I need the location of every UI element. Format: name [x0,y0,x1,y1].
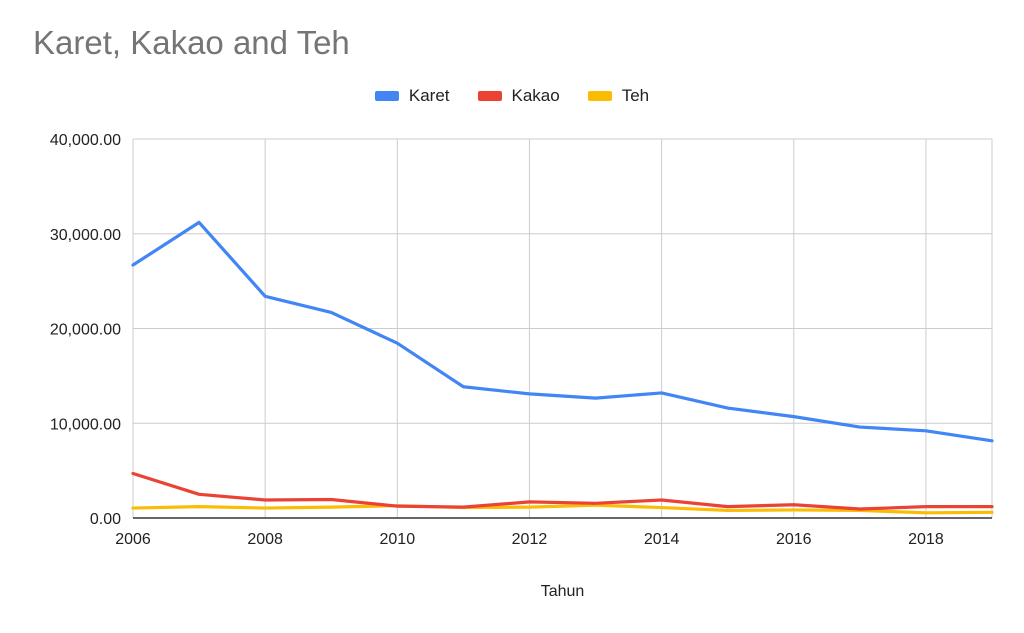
legend-item-teh: Teh [587,86,650,106]
x-tick-label: 2006 [115,531,151,548]
x-tick-label: 2018 [908,531,944,548]
legend-label: Karet [408,86,450,105]
chart-title: Karet, Kakao and Teh [33,24,350,61]
y-tick-label: 20,000.00 [50,322,121,339]
x-tick-label: 2010 [380,531,416,548]
legend-label: Kakao [511,86,560,105]
y-tick-label: 40,000.00 [50,132,121,149]
series-line-kakao [131,471,994,511]
x-tick-label: 2012 [512,531,548,548]
y-tick-label: 0.00 [90,511,121,528]
legend-label: Teh [621,86,650,105]
y-tick-label: 30,000.00 [50,227,121,244]
legend: Karet Kakao Teh [0,86,1024,106]
x-axis-label: Tahun [541,583,585,600]
x-tick-label: 2008 [247,531,283,548]
legend-swatch-karet [374,91,399,101]
legend-item-kakao: Kakao [477,86,560,106]
x-tick-label: 2016 [776,531,812,548]
series-line-karet [131,220,994,443]
legend-swatch-kakao [477,91,502,101]
y-tick-label: 10,000.00 [50,416,121,433]
series-line-teh [131,503,994,515]
legend-swatch-teh [587,91,612,101]
x-tick-label: 2014 [644,531,680,548]
legend-item-karet: Karet [374,86,450,106]
